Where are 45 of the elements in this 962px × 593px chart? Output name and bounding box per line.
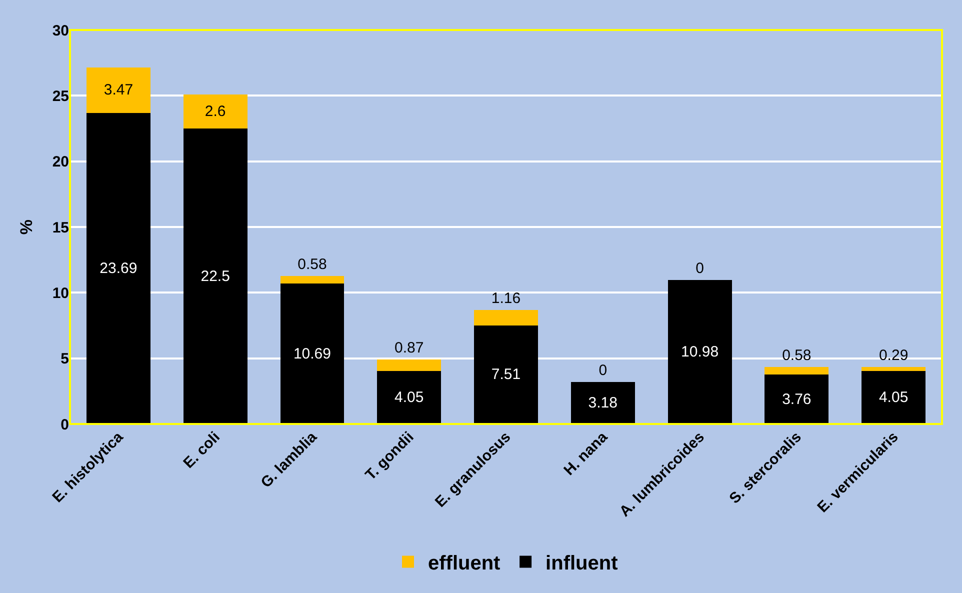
data-label: 7.51 [491,366,521,384]
y-axis-title: % [16,219,36,235]
data-label: 10.98 [681,343,719,360]
bar [764,367,829,375]
bar [862,367,926,371]
y-tick-label: 25 [52,88,69,105]
data-label: 0 [598,362,608,380]
data-label: 0.58 [782,347,812,364]
y-tick-label: 10 [52,284,69,302]
data-label: 3.76 [782,390,812,408]
data-label: 0 [696,260,704,277]
bar [86,67,150,113]
data-label: 3.47 [104,82,134,99]
bar [764,374,829,424]
y-tick-label: 0 [60,416,69,434]
x-tick-label: E. coli [180,428,224,472]
bar [377,370,442,424]
legend-label: effluent [428,552,501,574]
bar [474,310,538,326]
bar [86,112,150,424]
data-label: 4.05 [394,388,424,406]
bar [570,382,635,424]
legend-label: influent [546,552,618,574]
bar [183,128,248,424]
bar [183,94,248,128]
bar [474,325,538,424]
bar [668,280,732,424]
data-label: 4.05 [878,388,908,406]
data-label: 3.18 [588,394,618,412]
data-label: 23.69 [100,260,138,277]
bar [280,284,344,424]
data-label: 22.5 [200,268,230,285]
y-tick-label: 30 [52,22,69,40]
data-label: 10.69 [293,345,331,362]
bar [377,359,442,371]
bar [862,370,926,424]
data-label: 0.58 [298,256,327,273]
y-tick-label: 5 [60,350,69,368]
data-label: 0.29 [878,347,908,364]
data-label: 2.6 [204,102,226,120]
y-tick-label: 15 [52,219,69,236]
data-label: 1.16 [491,290,521,308]
y-tick-label: 20 [52,154,69,171]
bar [280,276,344,284]
data-label: 0.87 [394,339,424,356]
